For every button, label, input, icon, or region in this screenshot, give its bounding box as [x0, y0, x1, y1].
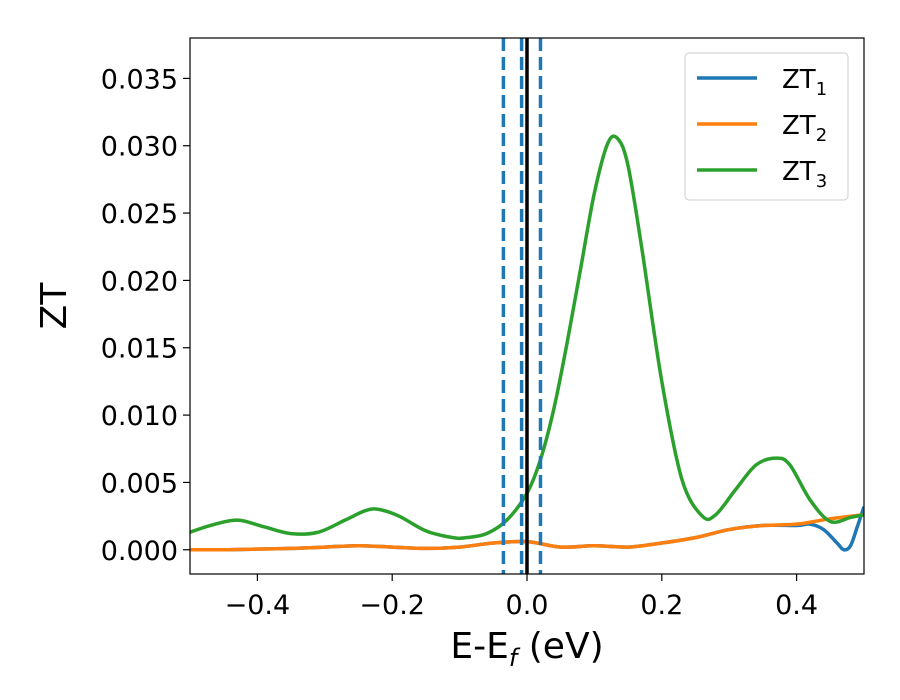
y-tick-label: 0.035 [101, 64, 178, 95]
x-tick-label: −0.4 [225, 590, 291, 621]
x-tick-label: −0.2 [359, 590, 425, 621]
y-tick-label: 0.030 [101, 132, 178, 163]
y-tick-label: 0.010 [101, 401, 178, 432]
x-axis-label: E-Ef (eV) [450, 626, 603, 672]
y-tick-label: 0.000 [101, 536, 178, 567]
x-tick-label: 0.4 [775, 590, 818, 621]
x-tick-label: 0.0 [506, 590, 549, 621]
series-line-zt3 [190, 134, 864, 541]
y-tick-label: 0.015 [101, 334, 178, 365]
y-axis-label: ZT [34, 282, 75, 330]
y-tick-label: 0.025 [101, 199, 178, 230]
x-axis-label-main: E-E [450, 626, 508, 667]
y-tick-label: 0.020 [101, 266, 178, 297]
legend: ZT1 ZT2 ZT3 [684, 52, 849, 201]
x-axis-label-unit: (eV) [517, 626, 603, 667]
y-tick-label: 0.005 [101, 468, 178, 499]
legend-label-zt1: ZT1 [782, 65, 827, 100]
x-tick-label: 0.2 [640, 590, 683, 621]
legend-label-zt2: ZT2 [782, 111, 827, 146]
legend-box [684, 52, 849, 201]
legend-label-zt3: ZT3 [782, 157, 827, 192]
